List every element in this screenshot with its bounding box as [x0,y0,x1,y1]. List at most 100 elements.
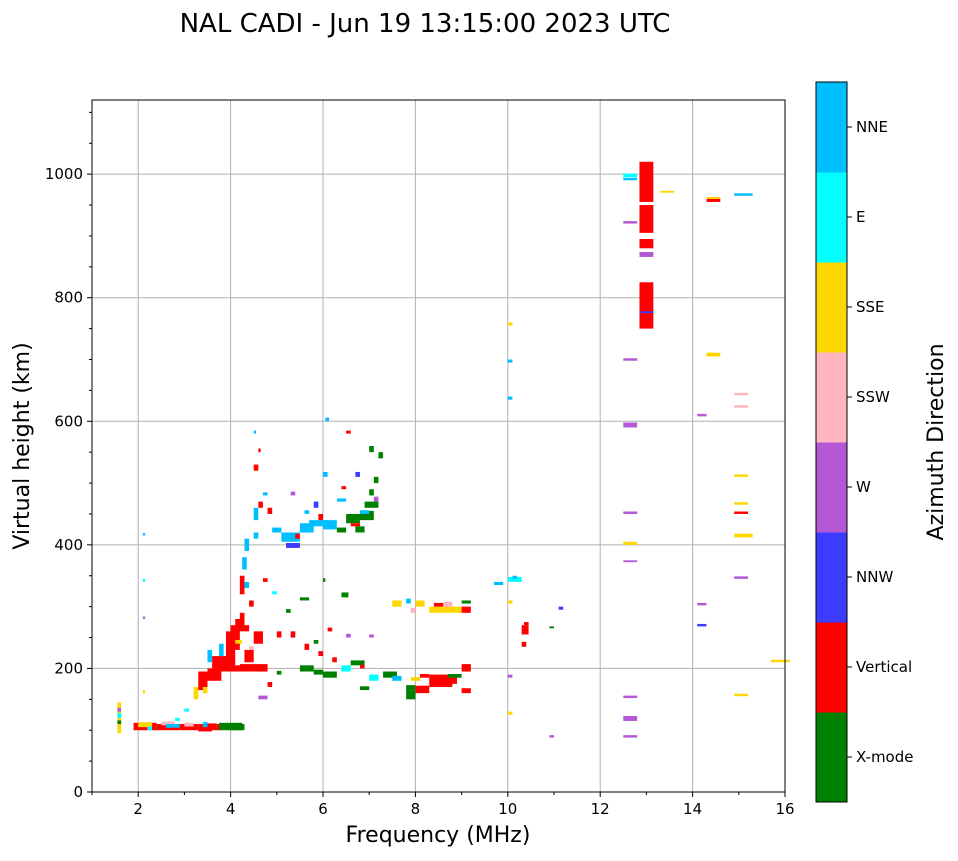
data-point-w [623,422,638,428]
data-point-vertical [346,430,351,434]
colorbar-frame [815,81,848,803]
data-point-vertical [276,631,282,638]
data-point-vertical [461,664,471,672]
colorbar-label: Azimuth Direction [924,343,949,540]
data-point-nne [207,649,213,663]
data-point-vertical [244,649,254,663]
data-point-x-mode [323,671,337,678]
x-tick-label: 4 [226,800,236,818]
data-point-nne [262,492,268,496]
data-point-w [346,633,351,638]
data-point-nne [734,193,753,196]
data-point-ssw [249,646,254,650]
data-point-w [697,602,707,606]
data-point-x-mode [230,724,245,731]
data-point-w [623,358,638,361]
data-point-vertical [244,625,250,632]
data-point-vertical [179,724,199,731]
data-point-sse [507,600,513,604]
colorbar-swatch-sse [816,262,847,353]
colorbar-swatch-e [816,172,847,263]
data-point-ssw [443,601,453,607]
data-point-nnw [286,543,300,548]
colorbar-swatch-vertical [816,622,847,713]
data-point-vertical [304,643,310,650]
data-point-x-mode [355,526,365,533]
data-point-vertical [253,665,268,672]
data-point-x-mode [276,670,282,675]
colorbar: X-mode Vertical NNW W SSW SSE E NNE [815,81,913,803]
data-point-nne [406,598,411,604]
data-point-nnw [639,311,654,314]
data-point-x-mode [373,476,379,484]
data-point-vertical [235,619,245,632]
colorbar-tick-label: NNW [856,568,893,586]
data-point-nne [299,523,314,533]
data-point-vertical [420,673,430,678]
data-point-w [623,695,638,699]
data-point-vertical [461,688,471,694]
data-point-vertical [433,602,448,607]
data-point-vertical [359,664,365,669]
colorbar-swatch-nnw [816,532,847,623]
data-point-w [549,735,554,738]
data-point-e [507,576,522,582]
x-tick-label: 14 [683,800,702,818]
data-point-nne [323,520,337,530]
data-point-nne [359,510,370,514]
data-point-x-mode [346,513,360,524]
data-point-sse [734,502,749,505]
data-point-nne [253,507,259,521]
data-point-vertical [239,575,245,595]
data-point-x-mode [549,626,554,629]
y-tick-label: 400 [54,536,83,554]
data-point-sse [660,190,675,193]
data-point-x-mode [378,452,384,459]
data-point-x-mode [323,578,326,582]
data-point-x-mode [313,669,323,675]
data-point-vertical [734,511,749,514]
data-point-e [117,712,122,718]
data-point-nne [507,396,513,400]
y-tick-label: 800 [54,289,83,307]
data-point-w [623,735,638,738]
data-point-vertical [207,723,217,729]
data-point-ssw [161,721,176,726]
data-point-nne [309,520,328,527]
data-point-e [623,173,638,178]
data-point-nne [623,177,638,181]
x-tick-label: 16 [775,800,794,818]
data-point-x-mode [406,690,416,700]
data-point-w [507,674,513,678]
data-point-sse [235,640,243,644]
data-point-sse [415,600,425,607]
data-point-ssw [410,607,416,613]
x-tick-label: 6 [318,800,328,818]
data-point-vertical [262,578,268,582]
data-point-sse [202,686,208,694]
data-point-x-mode [359,510,374,521]
plot-frame [91,99,786,793]
data-point-vertical [239,612,245,619]
data-point-vertical [461,606,471,613]
colorbar-tick-label: X-mode [856,748,913,766]
data-point-vertical [639,282,654,329]
data-point-sse [734,533,753,538]
data-point-sse [193,686,199,700]
data-point-x-mode [341,592,349,598]
data-point-ssw [184,722,194,727]
y-tick-label: 600 [54,412,83,430]
data-points [117,161,790,738]
x-tick-label: 12 [591,800,610,818]
data-point-sse [734,474,749,477]
data-point-nne [493,581,504,586]
data-point-ssw [734,405,749,408]
data-point-sse [410,677,421,681]
data-point-x-mode [359,686,370,691]
data-point-e [272,591,277,595]
data-point-e [142,578,146,582]
data-point-nnw [355,471,360,477]
y-tick-label: 200 [54,659,83,677]
data-point-nne [202,722,208,728]
colorbar-tick-label: SSE [856,298,885,316]
